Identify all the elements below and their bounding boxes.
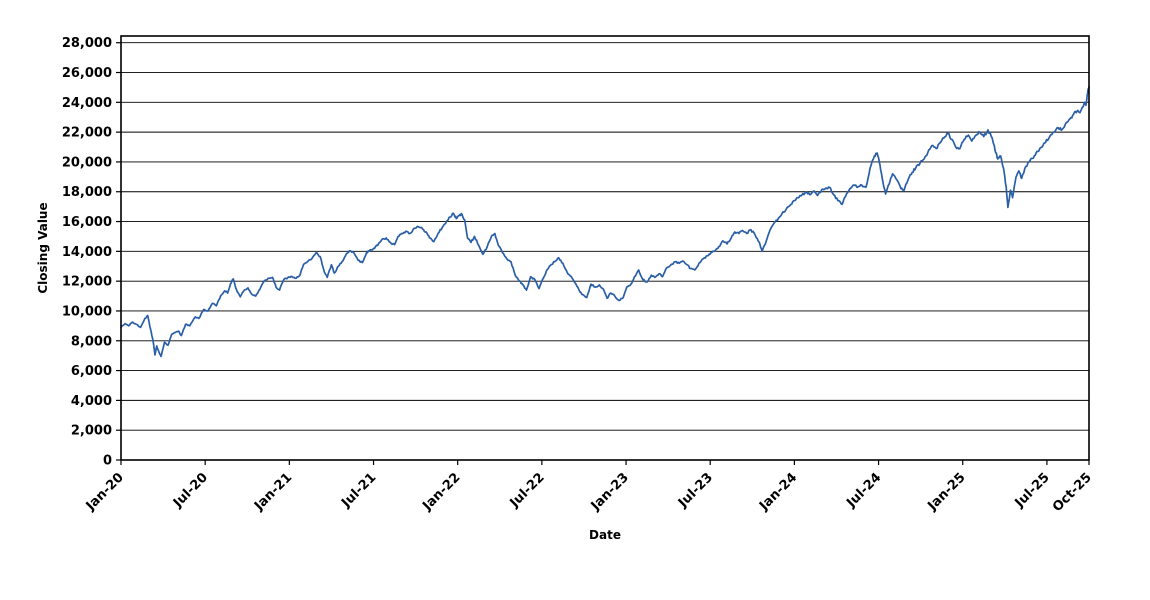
y-tick-label: 12,000 [62, 275, 112, 290]
y-tick-label: 18,000 [62, 185, 112, 200]
y-tick-label: 22,000 [62, 126, 112, 141]
y-tick-label: 28,000 [62, 36, 112, 51]
x-tick-label: Jul-23 [675, 470, 716, 511]
x-tick-label: Jul-21 [338, 470, 379, 511]
y-tick-label: 26,000 [62, 66, 112, 81]
x-tick-label: Jul-22 [507, 470, 548, 511]
x-tick-label: Jan-21 [251, 470, 295, 514]
x-tick-label: Jul-24 [843, 470, 884, 511]
y-tick-label: 14,000 [62, 245, 112, 260]
x-tick-label: Jan-23 [588, 470, 632, 514]
x-tick-label: Oct-25 [1050, 470, 1095, 515]
x-tick-label: Jan-22 [419, 470, 463, 514]
y-tick-label: 2,000 [71, 424, 112, 439]
plot-border [120, 35, 1090, 461]
x-tick-label: Jan-24 [756, 470, 800, 514]
y-tick-label: 4,000 [71, 394, 112, 409]
y-tick-label: 20,000 [62, 155, 112, 170]
axis-ticks: 0 2,000 4,000 6,000 8,000 10,000 12,000 14,000 1… [62, 36, 1095, 515]
y-tick-label: 24,000 [62, 96, 112, 111]
x-tick-label: Jan-25 [924, 470, 968, 514]
y-tick-label: 8,000 [71, 334, 112, 349]
gridlines [121, 42, 1089, 461]
y-tick-label: 16,000 [62, 215, 112, 230]
x-tick-label: Jul-20 [170, 470, 211, 511]
price-line-layer [120, 85, 1090, 358]
y-tick-label: 10,000 [62, 304, 112, 319]
y-tick-label: 6,000 [71, 364, 112, 379]
x-tick-label: Jul-25 [1012, 470, 1053, 511]
price-line [120, 85, 1090, 358]
x-tick-label: Jan-20 [83, 470, 127, 514]
x-axis-title: Date [589, 528, 621, 542]
y-tick-label: 0 [103, 454, 112, 469]
y-axis-title: Closing Value [36, 202, 50, 293]
